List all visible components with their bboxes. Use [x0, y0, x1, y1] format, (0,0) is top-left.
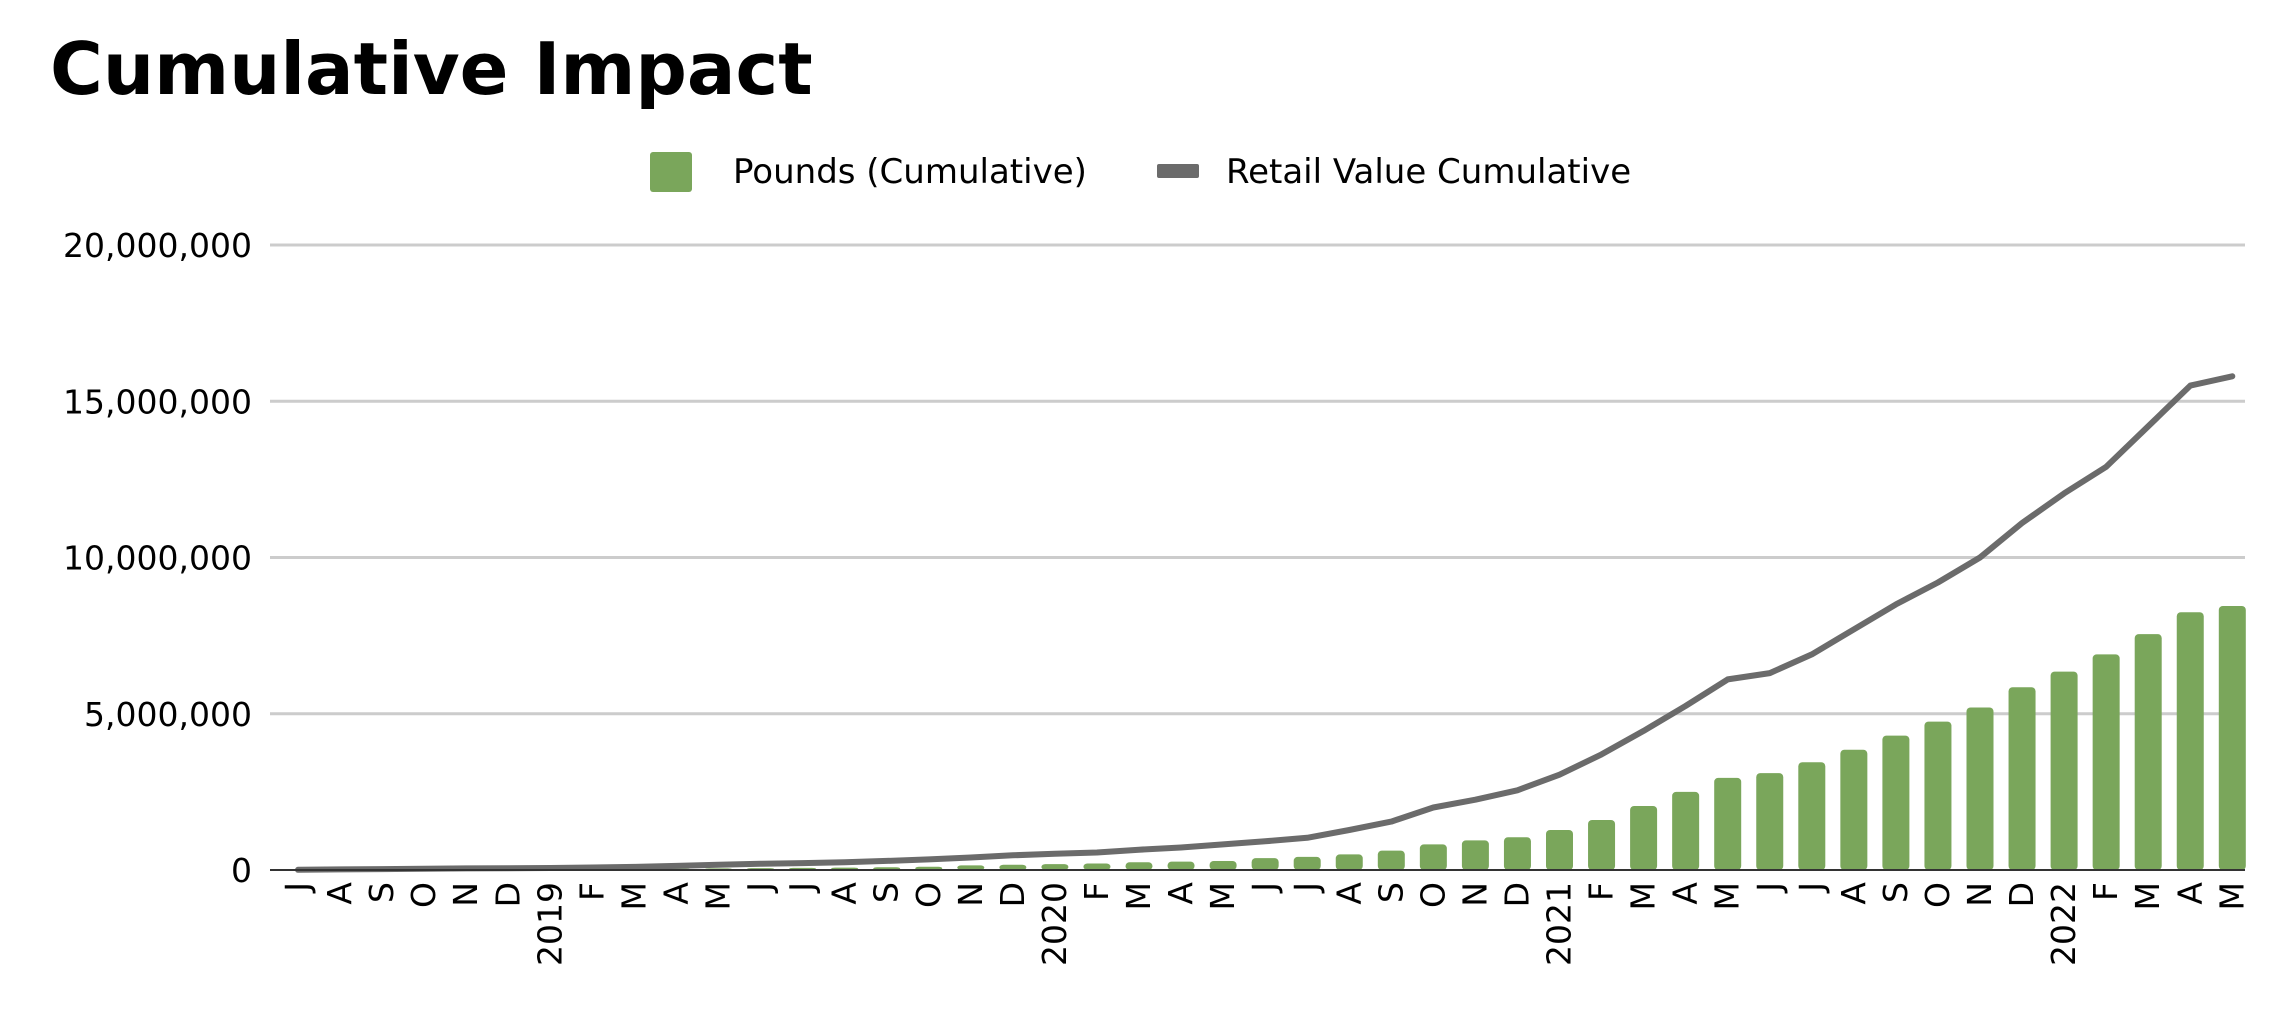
pounds-bar: [1714, 777, 1742, 870]
legend-item-retail[interactable]: Retail Value Cumulative: [1157, 152, 1631, 192]
x-tick-label: A: [825, 882, 864, 905]
legend-label: Pounds (Cumulative): [733, 152, 1087, 192]
pounds-bar: [1251, 858, 1279, 870]
x-tick-label: S: [1371, 882, 1410, 903]
x-tick-label: A: [320, 882, 359, 905]
x-tick-label: A: [1834, 882, 1873, 905]
x-tick-label: F: [1077, 882, 1116, 901]
pounds-bar: [1167, 861, 1195, 870]
x-tick-label: J: [783, 882, 822, 894]
x-tick-label: F: [1582, 882, 1621, 901]
x-tick-label: J: [1245, 882, 1284, 894]
pounds-bar: [1125, 862, 1153, 870]
legend-item-pounds[interactable]: Pounds (Cumulative): [650, 152, 1087, 192]
x-tick-label: F: [2086, 882, 2125, 901]
x-tick-label: A: [656, 882, 695, 905]
pounds-bar: [1293, 856, 1321, 870]
x-tick-label: J: [1287, 882, 1326, 894]
pounds-bar: [1461, 840, 1489, 870]
pounds-bar: [1882, 735, 1910, 870]
x-tick-label: A: [1161, 882, 1200, 905]
x-tick-label: M: [1203, 882, 1242, 910]
bars: [284, 605, 2246, 870]
pounds-bar: [1588, 820, 1616, 870]
x-tick-label: D: [1497, 882, 1536, 907]
pounds-bar: [2134, 634, 2162, 870]
x-tick-label: M: [2128, 882, 2167, 910]
pounds-bar: [1966, 707, 1994, 870]
x-tick-label: M: [614, 882, 653, 910]
x-tick-label: J: [1792, 882, 1831, 894]
x-tick-label: M: [1708, 882, 1747, 910]
x-tick-label: O: [1413, 882, 1452, 908]
x-tick-label: 2020: [1035, 882, 1074, 966]
lines: [295, 373, 2236, 873]
x-tick-label: O: [909, 882, 948, 908]
pounds-bar: [1377, 850, 1405, 870]
pounds-bar: [1630, 805, 1658, 870]
x-tick-label: D: [993, 882, 1032, 907]
y-tick-label: 15,000,000: [63, 382, 252, 421]
x-tick-label: 2019: [530, 882, 569, 966]
x-tick-label: S: [1876, 882, 1915, 903]
pounds-bar: [1209, 860, 1237, 870]
x-tick-label: A: [1329, 882, 1368, 905]
pounds-bar: [1503, 837, 1531, 870]
legend[interactable]: Pounds (Cumulative) Retail Value Cumulati…: [650, 152, 1631, 192]
x-tick-label: S: [362, 882, 401, 903]
pounds-bar: [1419, 844, 1447, 870]
pounds-bar: [999, 864, 1027, 870]
x-tick-label: A: [2170, 882, 2209, 905]
y-tick-label: 0: [231, 851, 252, 890]
pounds-bar: [1840, 749, 1868, 870]
x-tick-label: N: [446, 882, 485, 907]
y-tick-label: 5,000,000: [84, 695, 252, 734]
pounds-bar: [957, 865, 985, 870]
y-axis-ticks: 0 5,000,000 10,000,000 15,000,000 20,000,000: [63, 226, 252, 890]
x-tick-label: 2021: [1540, 882, 1579, 966]
pounds-bar: [1798, 762, 1826, 870]
pounds-bar: [2092, 654, 2120, 870]
x-tick-label: M: [1119, 882, 1158, 910]
pounds-bar: [2008, 687, 2036, 870]
x-tick-label: N: [1455, 882, 1494, 907]
x-tick-label: O: [1918, 882, 1957, 908]
gridlines: [270, 243, 2245, 716]
x-tick-label: M: [699, 882, 738, 910]
pounds-bar: [1041, 864, 1069, 870]
pounds-bar: [1756, 773, 1784, 870]
x-tick-label: N: [951, 882, 990, 907]
x-tick-label: D: [2002, 882, 2041, 907]
x-tick-label: A: [1666, 882, 1705, 905]
pounds-bar: [1924, 721, 1952, 870]
legend-label: Retail Value Cumulative: [1226, 152, 1631, 192]
x-tick-label: J: [741, 882, 780, 894]
x-tick-label: 2022: [2044, 882, 2083, 966]
legend-swatch-bar: [650, 152, 692, 192]
x-tick-label: J: [278, 882, 317, 894]
pounds-bar: [1083, 863, 1111, 870]
pounds-bar: [2176, 612, 2204, 870]
x-tick-label: M: [2212, 882, 2251, 910]
chart-title: Cumulative Impact: [50, 27, 813, 111]
x-tick-label: M: [1624, 882, 1663, 910]
y-tick-label: 10,000,000: [63, 539, 252, 578]
x-tick-label: N: [1960, 882, 1999, 907]
x-tick-label: S: [867, 882, 906, 903]
x-tick-label: O: [404, 882, 443, 908]
retail-value-line: [295, 373, 2236, 873]
pounds-bar: [1672, 791, 1700, 870]
x-tick-label: J: [1750, 882, 1789, 894]
x-tick-label: D: [488, 882, 527, 907]
pounds-bar: [1546, 830, 1573, 870]
x-axis-ticks: J A S O N D 2019 F M A M J J A S O N D 2020 F M A M J J A S O N D 2021…: [278, 882, 2251, 966]
legend-swatch-line: [1157, 164, 1199, 178]
y-tick-label: 20,000,000: [63, 226, 252, 265]
pounds-bar: [2218, 605, 2246, 870]
x-tick-label: F: [572, 882, 611, 901]
pounds-bar: [2050, 671, 2078, 870]
pounds-bar: [1335, 854, 1363, 870]
